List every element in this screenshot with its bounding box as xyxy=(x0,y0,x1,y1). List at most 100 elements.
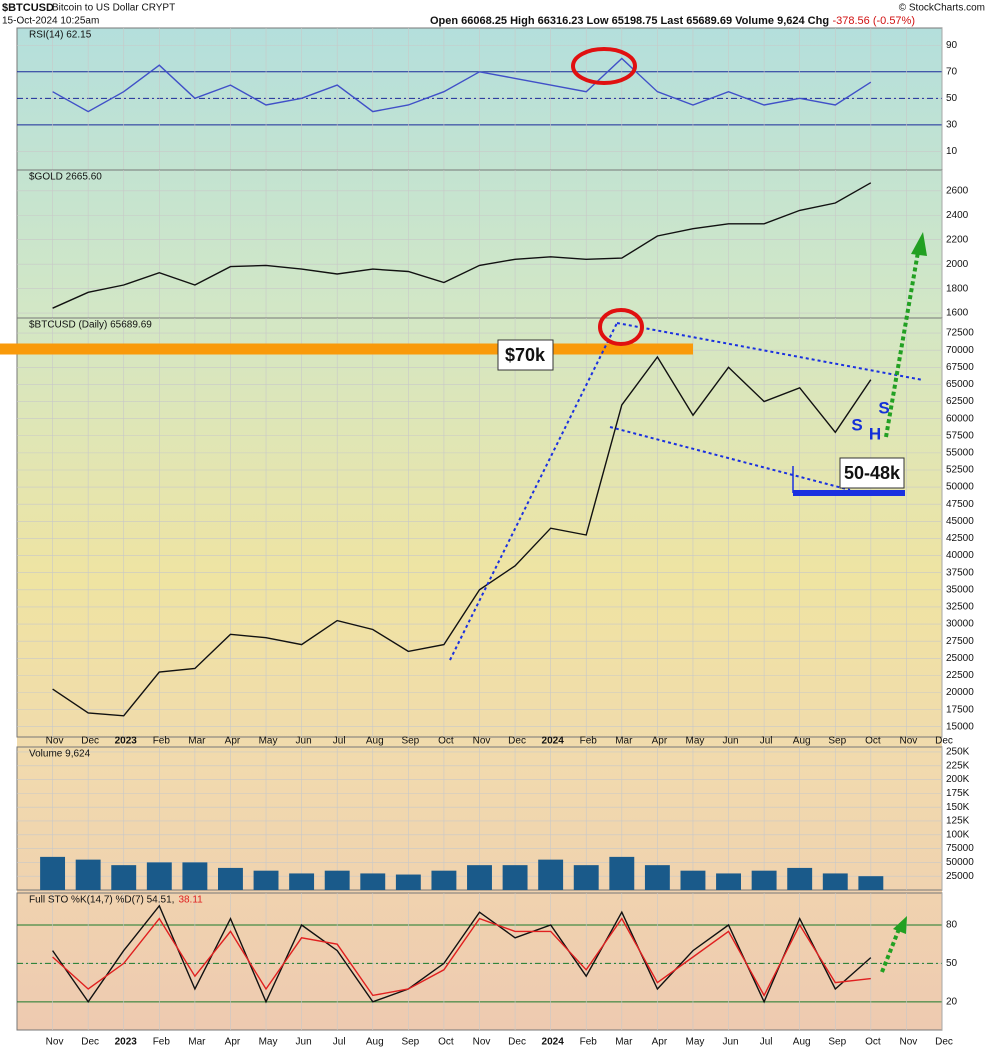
price-line xyxy=(52,917,871,997)
x-tick-label: Nov xyxy=(473,736,491,747)
volume-bar xyxy=(822,873,848,890)
y-tick-label: 25000 xyxy=(946,653,974,664)
x-tick-label: May xyxy=(686,736,705,747)
price-line xyxy=(52,57,872,113)
y-tick-label: 37500 xyxy=(946,567,974,578)
date: 15-Oct-2024 10:25am xyxy=(2,16,99,27)
y-tick-label: 80 xyxy=(946,920,958,931)
x-tick-label: Dec xyxy=(81,736,99,747)
x-tick-label: Jun xyxy=(722,736,738,747)
y-tick-label: 27500 xyxy=(946,636,974,647)
x-tick-label: Oct xyxy=(865,1037,881,1048)
x-tick-label: 2023 xyxy=(115,1037,138,1048)
x-tick-label: Nov xyxy=(46,1037,64,1048)
volume-bar xyxy=(502,865,528,890)
x-tick-label: Dec xyxy=(935,1037,953,1048)
y-tick-label: 20000 xyxy=(946,687,974,698)
x-tick-label: Jul xyxy=(333,736,346,747)
x-tick-label: Aug xyxy=(366,1037,384,1048)
x-tick-label: Mar xyxy=(615,1037,633,1048)
x-tick-label: 2024 xyxy=(542,1037,565,1048)
x-tick-label: Nov xyxy=(46,736,64,747)
volume-bar xyxy=(858,876,884,890)
x-tick-label: Apr xyxy=(225,1037,241,1048)
y-tick-label: 52500 xyxy=(946,465,974,476)
x-tick-label: Jun xyxy=(296,1037,312,1048)
x-tick-label: Sep xyxy=(828,1037,846,1048)
y-tick-label: 1600 xyxy=(946,308,969,319)
y-tick-label: 47500 xyxy=(946,499,974,510)
y-tick-label: 45000 xyxy=(946,516,974,527)
y-tick-label: 57500 xyxy=(946,430,974,441)
x-tick-label: Feb xyxy=(580,736,598,747)
annotation: H xyxy=(869,424,881,443)
y-tick-label: 67500 xyxy=(946,362,974,373)
y-tick-label: 50000 xyxy=(946,482,974,493)
y-tick-label: 15000 xyxy=(946,721,974,732)
y-tick-label: 30000 xyxy=(946,619,974,630)
panel-title: $GOLD 2665.60 xyxy=(29,172,102,183)
volume-bar xyxy=(360,873,386,890)
rsi-circle xyxy=(571,47,637,85)
volume-bar xyxy=(538,859,564,890)
label-box xyxy=(839,457,905,489)
y-tick-label: 17500 xyxy=(946,704,974,715)
y-tick-label: 200K xyxy=(946,774,970,785)
price-circle xyxy=(598,308,644,346)
x-tick-label: Apr xyxy=(225,736,241,747)
y-tick-label: 30 xyxy=(946,120,958,131)
volume-bar xyxy=(218,867,243,890)
marks xyxy=(40,57,884,1004)
x-tick-label: Nov xyxy=(900,736,918,747)
x-tick-label: Oct xyxy=(438,1037,454,1048)
x-tick-label: Nov xyxy=(473,1037,491,1048)
x-tick-label: Aug xyxy=(793,736,811,747)
volume-bar xyxy=(609,856,635,890)
volume-bar xyxy=(573,865,599,890)
x-tick-label: Dec xyxy=(508,1037,526,1048)
symbol-name: Bitcoin to US Dollar CRYPT xyxy=(52,3,175,14)
x-tick-label: Dec xyxy=(935,736,953,747)
change: -378.56 (-0.57%) xyxy=(832,15,915,27)
y-tick-label: 2200 xyxy=(946,234,969,245)
projection-arrow xyxy=(884,251,920,438)
volume-bar xyxy=(324,870,350,890)
y-tick-label: 2000 xyxy=(946,259,969,270)
price-line xyxy=(52,182,872,309)
x-tick-label: Jul xyxy=(333,1037,346,1048)
volume-bar xyxy=(467,865,492,890)
x-tick-label: Feb xyxy=(153,736,171,747)
y-tick-label: 90 xyxy=(946,40,958,51)
x-tick-label: Sep xyxy=(401,1037,419,1048)
volume-bar xyxy=(146,862,172,890)
volume-bar xyxy=(111,865,137,890)
label-box xyxy=(497,339,554,371)
symbol: $BTCUSD xyxy=(2,2,54,14)
y-tick-label: 75000 xyxy=(946,843,974,854)
volume-bar xyxy=(40,856,66,890)
y-tick-label: 225K xyxy=(946,760,970,771)
y-tick-label: 22500 xyxy=(946,670,974,681)
y-tick-label: 70000 xyxy=(946,345,974,356)
y-tick-label: 20 xyxy=(946,996,958,1007)
volume-bar xyxy=(289,873,315,890)
volume-bar xyxy=(716,873,741,890)
annotation: 50-48k xyxy=(844,463,901,483)
price-line xyxy=(52,355,872,717)
y-tick-label: 2600 xyxy=(946,185,969,196)
x-tick-label: Aug xyxy=(793,1037,811,1048)
y-tick-label: 65000 xyxy=(946,379,974,390)
y-tick-label: 10 xyxy=(946,146,958,157)
x-tick-label: May xyxy=(686,1037,705,1048)
channel-bottom xyxy=(609,426,851,491)
y-tick-label: 2400 xyxy=(946,210,969,221)
channel-top xyxy=(616,322,924,381)
x-tick-label: Oct xyxy=(865,736,881,747)
x-tick-label: Jun xyxy=(722,1037,738,1048)
y-tick-label: 42500 xyxy=(946,533,974,544)
grid xyxy=(16,27,943,1031)
volume-bar xyxy=(644,865,670,890)
y-tick-label: 40000 xyxy=(946,550,974,561)
y-tick-label: 72500 xyxy=(946,328,974,339)
x-tick-label: Jul xyxy=(760,736,773,747)
